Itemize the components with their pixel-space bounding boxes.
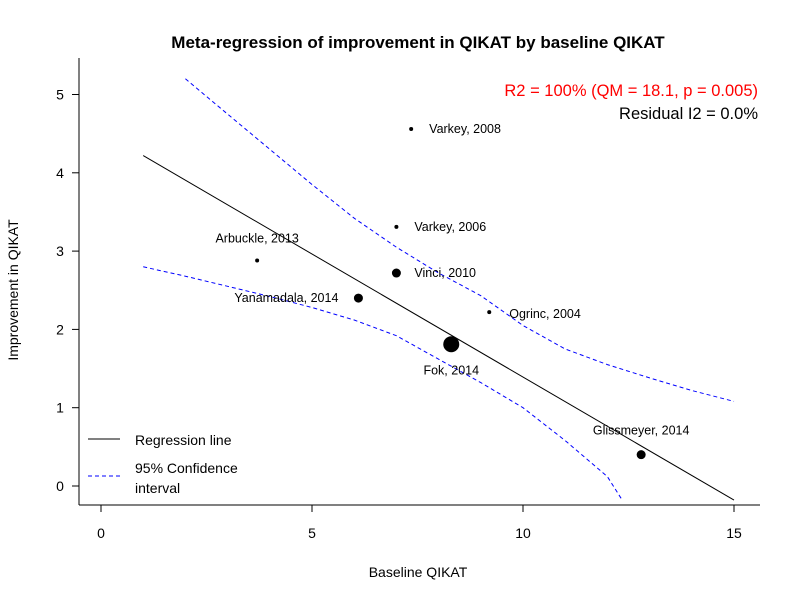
point-label: Varkey, 2006	[414, 220, 486, 234]
point-label: Ogrinc, 2004	[509, 307, 581, 321]
chart-title: Meta-regression of improvement in QIKAT …	[171, 33, 665, 52]
data-point	[487, 310, 492, 315]
y-tick-label: 5	[56, 87, 64, 103]
data-point	[443, 336, 460, 353]
y-axis-label: Improvement in QIKAT	[5, 219, 21, 361]
y-tick-label: 0	[56, 478, 64, 494]
x-tick-label: 5	[308, 525, 316, 541]
y-tick-label: 3	[56, 243, 64, 259]
data-point	[391, 268, 401, 278]
ci-upper-line	[185, 78, 735, 402]
x-axis: 0 5 10 15	[97, 504, 742, 541]
point-label: Vinci, 2010	[414, 266, 476, 280]
data-point	[394, 224, 399, 229]
data-point	[255, 258, 260, 263]
x-tick-label: 10	[515, 525, 531, 541]
legend-label-ci-2: interval	[135, 480, 180, 496]
point-label: Glissmeyer, 2014	[593, 424, 690, 438]
residual-annotation: Residual I2 = 0.0%	[619, 105, 758, 123]
regression-line	[142, 155, 735, 501]
y-tick-label: 4	[56, 165, 64, 181]
y-tick-label: 2	[56, 321, 64, 337]
data-point	[353, 293, 363, 303]
point-label: Arbuckle, 2013	[215, 231, 298, 245]
ci-lower-line	[143, 266, 623, 501]
point-label: Yanamadala, 2014	[234, 291, 338, 305]
data-point	[636, 450, 646, 460]
point-label: Fok, 2014	[423, 363, 479, 377]
y-tick-label: 1	[56, 400, 64, 416]
x-tick-label: 15	[726, 525, 742, 541]
x-tick-label: 0	[97, 525, 105, 541]
data-point	[409, 126, 414, 131]
confidence-interval	[143, 78, 735, 501]
x-axis-label: Baseline QIKAT	[369, 564, 468, 580]
data-points: Varkey, 2008 Varkey, 2006 Arbuckle, 2013 Vi…	[215, 122, 690, 460]
legend-label-regression: Regression line	[135, 432, 232, 448]
legend: Regression line 95% Confidence interval	[88, 432, 238, 496]
point-label: Varkey, 2008	[429, 122, 501, 136]
legend-label-ci: 95% Confidence	[135, 460, 238, 476]
regression-line-path	[142, 155, 735, 501]
y-axis: 0 1 2 3 4 5	[56, 87, 80, 494]
r2-annotation: R2 = 100% (QM = 18.1, p = 0.005)	[504, 82, 758, 100]
